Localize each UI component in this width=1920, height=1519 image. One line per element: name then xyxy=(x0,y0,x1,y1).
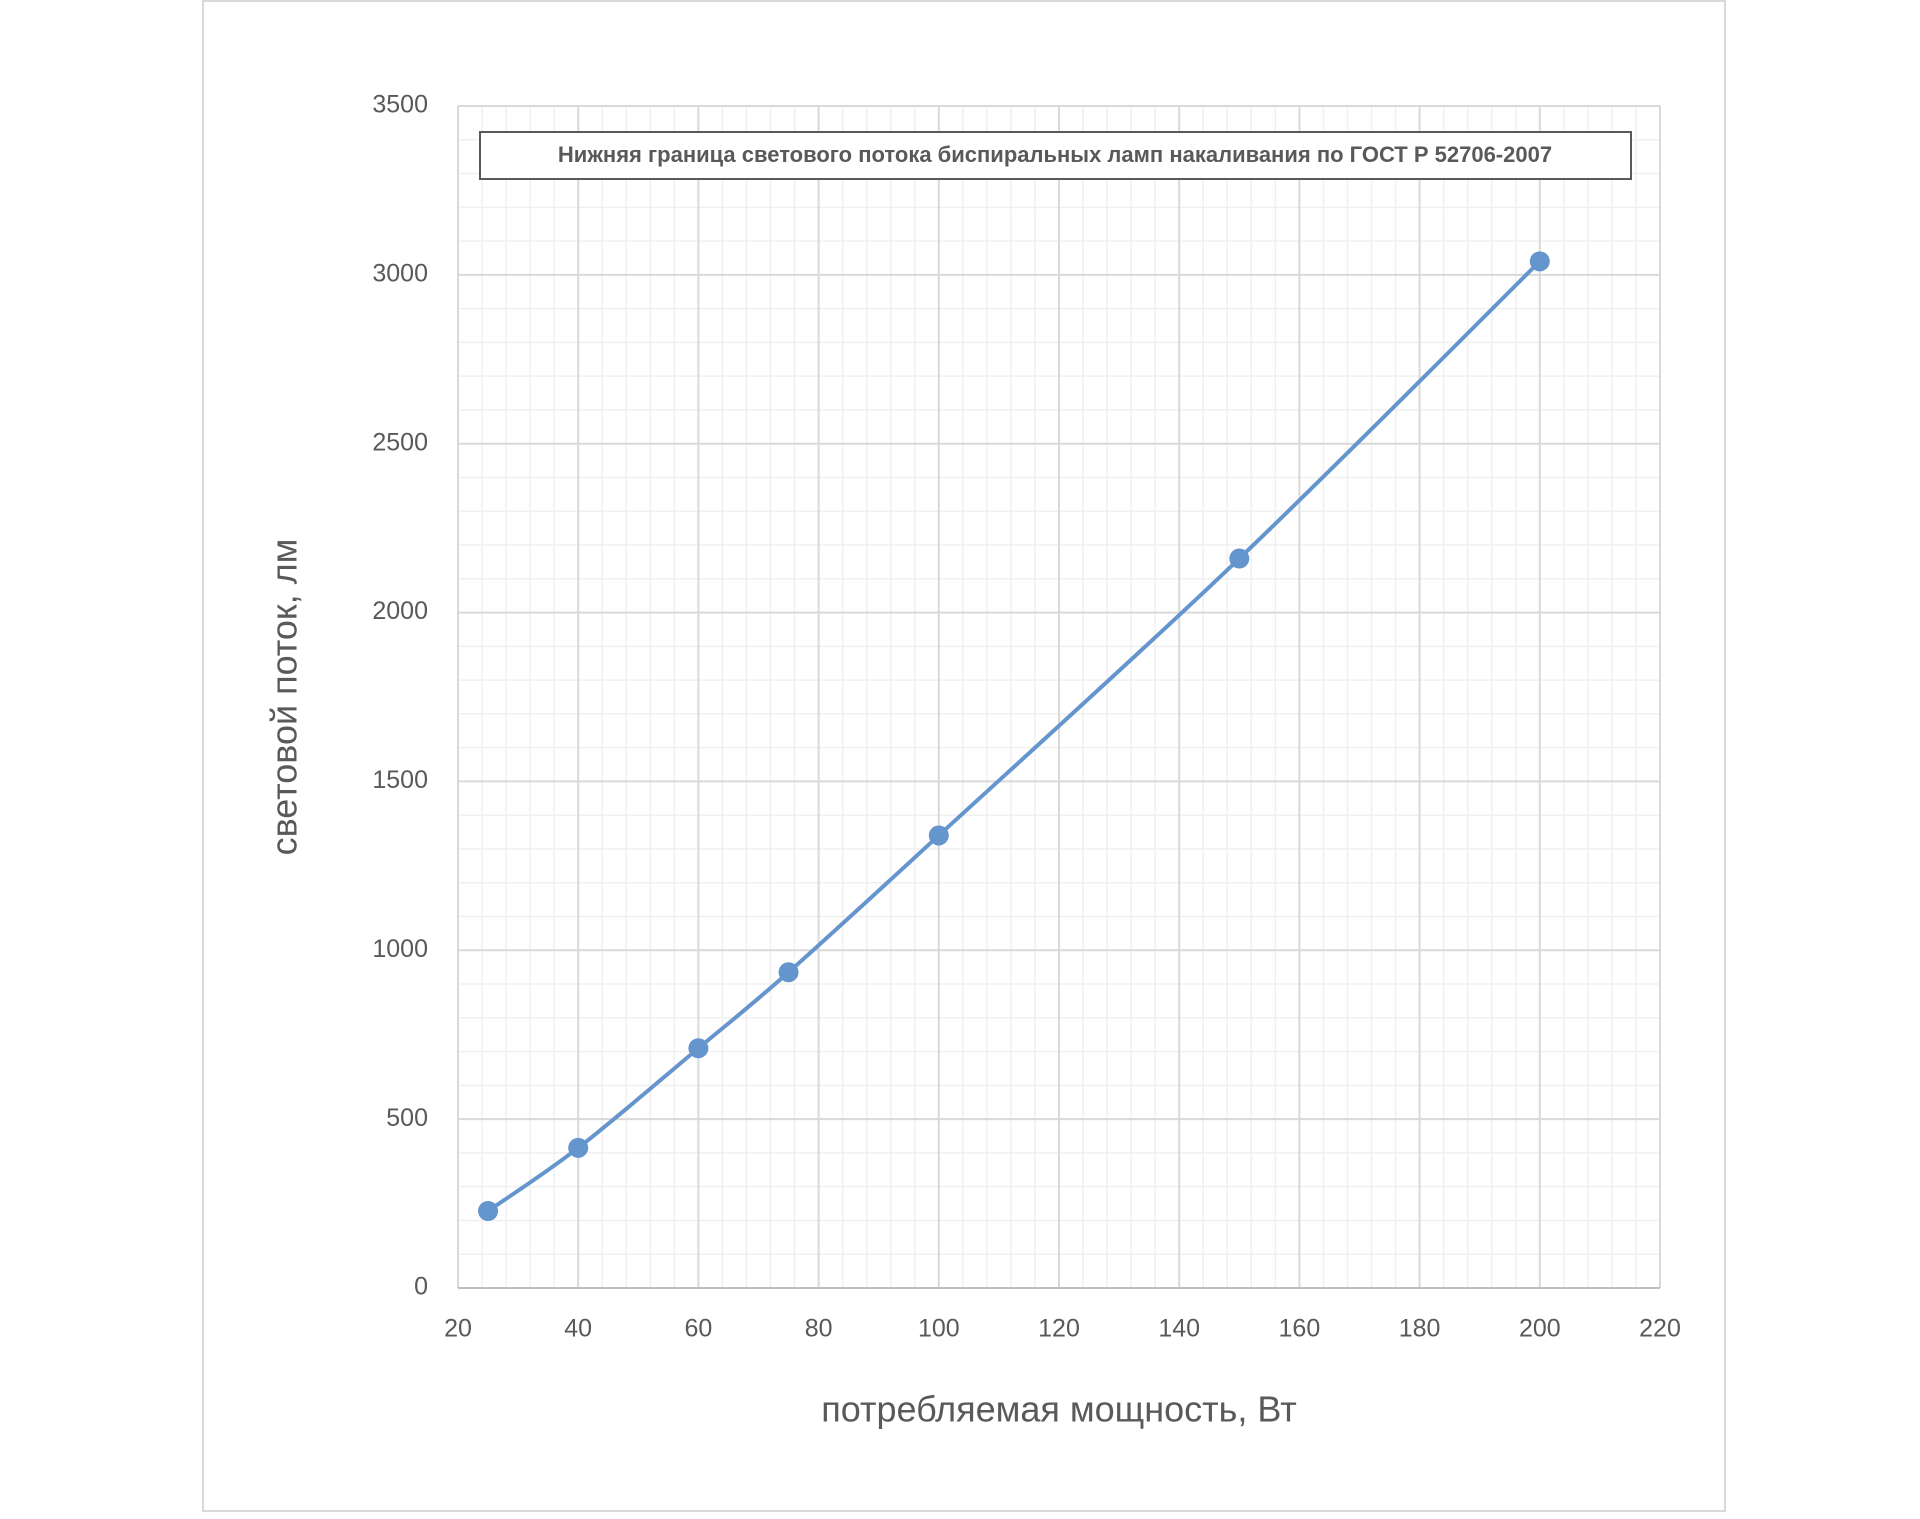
data-point xyxy=(478,1201,499,1222)
y-axis-label: световой поток, лм xyxy=(264,539,305,856)
x-tick-label: 180 xyxy=(1399,1315,1441,1343)
y-tick-label: 500 xyxy=(386,1104,428,1132)
x-tick-label: 200 xyxy=(1519,1315,1561,1343)
data-point xyxy=(1529,251,1550,272)
data-point xyxy=(778,962,799,983)
y-tick-label: 1500 xyxy=(372,766,428,794)
data-point xyxy=(928,825,949,846)
x-tick-label: 160 xyxy=(1279,1315,1321,1343)
x-tick-label: 100 xyxy=(918,1315,960,1343)
y-tick-label: 1000 xyxy=(372,935,428,963)
x-tick-label: 20 xyxy=(444,1315,472,1343)
data-point xyxy=(1229,548,1250,569)
title-box xyxy=(479,131,1632,180)
chart-border xyxy=(202,0,1726,1512)
x-tick-label: 120 xyxy=(1038,1315,1080,1343)
x-tick-label: 80 xyxy=(805,1315,833,1343)
data-point xyxy=(688,1038,709,1059)
x-tick-label: 60 xyxy=(684,1315,712,1343)
data-point xyxy=(568,1137,589,1158)
x-axis-label: потребляемая мощность, Вт xyxy=(821,1389,1297,1430)
chart-title: Нижняя граница светового потока биспирал… xyxy=(558,142,1552,167)
y-tick-label: 0 xyxy=(414,1273,428,1301)
x-tick-label: 140 xyxy=(1158,1315,1200,1343)
y-tick-label: 3000 xyxy=(372,259,428,287)
x-tick-label: 40 xyxy=(564,1315,592,1343)
series-line xyxy=(486,259,1542,1213)
y-tick-label: 3500 xyxy=(372,91,428,119)
x-tick-label: 220 xyxy=(1639,1315,1681,1343)
y-tick-label: 2500 xyxy=(372,428,428,456)
y-tick-label: 2000 xyxy=(372,597,428,625)
